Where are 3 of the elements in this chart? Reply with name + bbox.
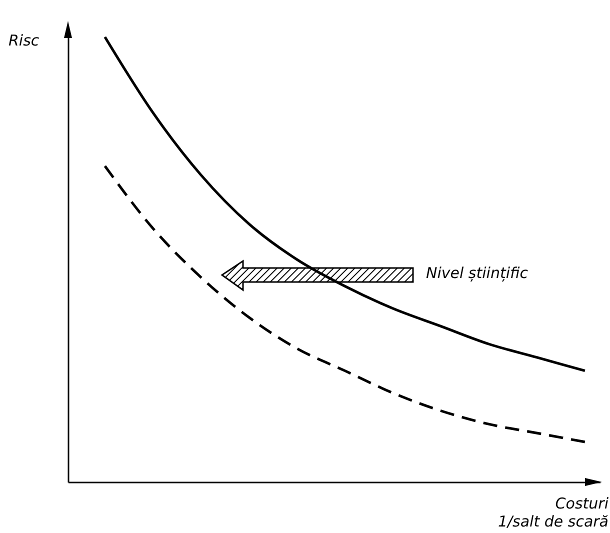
- y-axis-title: Risc: [8, 32, 40, 50]
- annotation: Nivel științific: [426, 264, 529, 282]
- x-axis-title: Costuri 1/salt de scară: [498, 494, 610, 530]
